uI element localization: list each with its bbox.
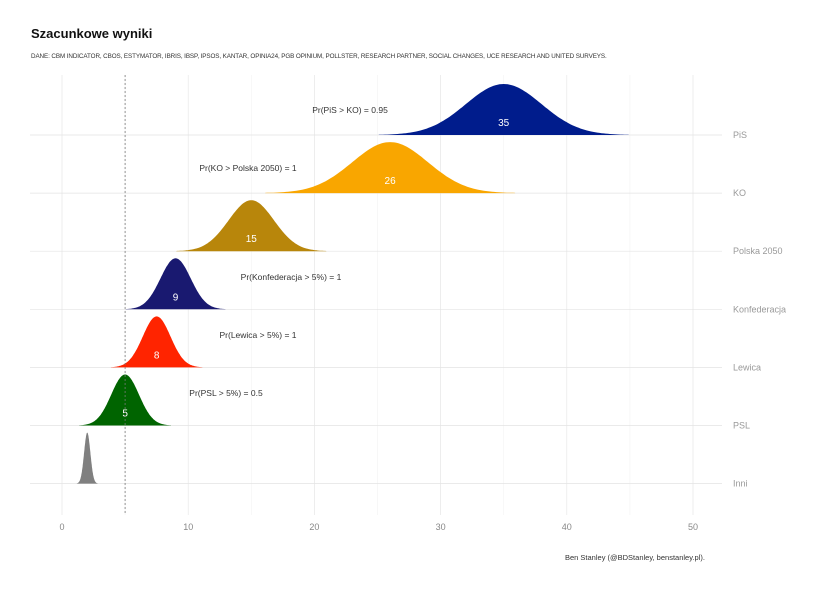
probability-annotation: Pr(Konfederacja > 5%) = 1 [241,272,342,282]
y-tick-label-ko: KO [733,188,746,198]
mean-label: 35 [498,118,510,129]
x-tick-label: 10 [183,522,193,532]
density-ko [265,142,516,194]
probability-annotation: Pr(KO > Polska 2050) = 1 [199,163,297,173]
y-tick-label-lewica: Lewica [733,362,761,372]
x-tick-label: 0 [59,522,64,532]
mean-label: 8 [154,350,160,361]
y-tick-label-konfederacja: Konfederacja [733,304,786,314]
chart-title: Szacunkowe wyniki [31,26,153,41]
density-inni [76,432,98,484]
mean-label: 5 [122,409,128,420]
density-polska-2050 [176,200,327,252]
chart-subtitle: DANE: CBM INDICATOR, CBOS, ESTYMATOR, IB… [31,53,607,60]
chart-caption: Ben Stanley (@BDStanley, benstanley.pl). [565,553,705,562]
probability-annotation: Pr(PSL > 5%) = 0.5 [189,388,263,398]
y-tick-label-inni: Inni [733,479,748,489]
x-tick-label: 30 [436,522,446,532]
x-tick-label: 20 [309,522,319,532]
density-konfederacja [125,258,226,310]
mean-label: 15 [246,234,258,245]
probability-annotation: Pr(PiS > KO) = 0.95 [312,105,388,115]
y-tick-label-polska-2050: Polska 2050 [733,246,783,256]
x-tick-label: 40 [562,522,572,532]
y-tick-label-psl: PSL [733,421,750,431]
mean-label: 9 [173,292,179,303]
y-tick-label-pis: PiS [733,130,747,140]
mean-label: 26 [385,176,397,187]
x-tick-label: 50 [688,522,698,532]
probability-annotation: Pr(Lewica > 5%) = 1 [219,330,296,340]
density-lewica [110,316,203,368]
density-pis [378,84,629,135]
